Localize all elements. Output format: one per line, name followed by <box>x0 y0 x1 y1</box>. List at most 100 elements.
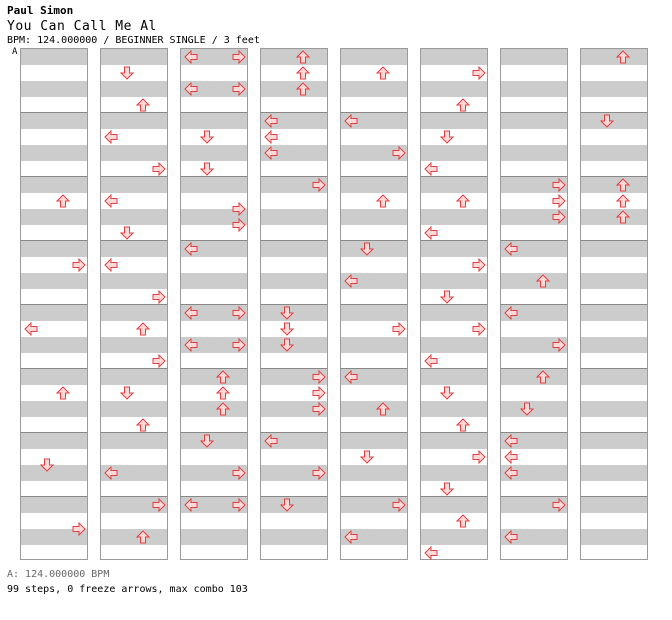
arrow-up-icon <box>456 194 470 208</box>
arrow-up-icon <box>296 82 310 96</box>
measure-column-1 <box>20 48 88 560</box>
arrow-up-icon <box>376 402 390 416</box>
song-title: You Can Call Me Al <box>7 19 157 34</box>
arrow-up-icon <box>216 402 230 416</box>
arrow-left-icon <box>424 354 438 368</box>
measure-column-4 <box>260 48 328 560</box>
arrow-left-icon <box>504 530 518 544</box>
arrow-left-icon <box>24 322 38 336</box>
measure-separator <box>341 176 407 177</box>
arrow-up-icon <box>616 50 630 64</box>
measure-separator <box>341 240 407 241</box>
arrow-right-icon <box>552 194 566 208</box>
arrow-up-icon <box>56 194 70 208</box>
arrow-right-icon <box>392 146 406 160</box>
arrow-down-icon <box>280 338 294 352</box>
measure-column-2 <box>100 48 168 560</box>
arrow-right-icon <box>232 218 246 232</box>
measure-separator <box>341 368 407 369</box>
arrow-up-icon <box>456 418 470 432</box>
measure-separator <box>21 112 87 113</box>
measure-separator <box>341 112 407 113</box>
measure-separator <box>581 176 647 177</box>
arrow-up-icon <box>536 370 550 384</box>
measure-separator <box>501 368 567 369</box>
arrow-left-icon <box>264 130 278 144</box>
measure-separator <box>501 176 567 177</box>
arrow-right-icon <box>312 386 326 400</box>
arrow-left-icon <box>264 114 278 128</box>
arrow-left-icon <box>504 306 518 320</box>
arrow-right-icon <box>472 66 486 80</box>
arrow-down-icon <box>120 226 134 240</box>
arrow-up-icon <box>216 386 230 400</box>
arrow-right-icon <box>312 370 326 384</box>
arrow-left-icon <box>184 50 198 64</box>
arrow-left-icon <box>344 370 358 384</box>
arrow-down-icon <box>280 498 294 512</box>
measure-separator <box>501 304 567 305</box>
arrow-up-icon <box>216 370 230 384</box>
arrow-up-icon <box>136 418 150 432</box>
arrow-left-icon <box>184 242 198 256</box>
arrow-up-icon <box>616 194 630 208</box>
artist-name: Paul Simon <box>7 4 74 17</box>
measure-separator <box>181 112 247 113</box>
measure-separator <box>181 304 247 305</box>
measure-separator <box>501 112 567 113</box>
arrow-left-icon <box>184 306 198 320</box>
arrow-down-icon <box>440 482 454 496</box>
measure-separator <box>501 496 567 497</box>
footer-bpm: A: 124.000000 BPM <box>7 569 110 580</box>
arrow-down-icon <box>120 386 134 400</box>
measure-separator <box>261 496 327 497</box>
arrow-up-icon <box>296 50 310 64</box>
measure-separator <box>101 432 167 433</box>
arrow-left-icon <box>424 226 438 240</box>
measure-separator <box>421 496 487 497</box>
measure-separator <box>341 432 407 433</box>
measure-separator <box>581 240 647 241</box>
arrow-up-icon <box>616 178 630 192</box>
arrow-right-icon <box>232 202 246 216</box>
arrow-right-icon <box>392 498 406 512</box>
arrow-up-icon <box>136 322 150 336</box>
arrow-left-icon <box>344 530 358 544</box>
arrow-left-icon <box>104 466 118 480</box>
measure-column-7 <box>500 48 568 560</box>
measure-separator <box>181 432 247 433</box>
arrow-left-icon <box>424 162 438 176</box>
measure-column-5 <box>340 48 408 560</box>
arrow-left-icon <box>504 434 518 448</box>
arrow-up-icon <box>376 66 390 80</box>
measure-separator <box>261 432 327 433</box>
arrow-right-icon <box>232 466 246 480</box>
arrow-down-icon <box>200 162 214 176</box>
bpm-marker-label: A <box>12 47 18 57</box>
arrow-left-icon <box>504 450 518 464</box>
arrow-right-icon <box>152 162 166 176</box>
measure-separator <box>421 304 487 305</box>
arrow-right-icon <box>472 450 486 464</box>
arrow-left-icon <box>504 242 518 256</box>
arrow-right-icon <box>232 338 246 352</box>
arrow-right-icon <box>232 498 246 512</box>
arrow-right-icon <box>152 354 166 368</box>
arrow-right-icon <box>232 306 246 320</box>
measure-separator <box>581 368 647 369</box>
arrow-down-icon <box>600 114 614 128</box>
chart-meta: BPM: 124.000000 / BEGINNER SINGLE / 3 fe… <box>7 35 260 46</box>
measure-separator <box>581 112 647 113</box>
measure-separator <box>421 432 487 433</box>
arrow-right-icon <box>72 258 86 272</box>
measure-separator <box>181 176 247 177</box>
arrow-right-icon <box>152 498 166 512</box>
measure-separator <box>261 112 327 113</box>
arrow-down-icon <box>520 402 534 416</box>
measure-separator <box>101 496 167 497</box>
footer-stats: 99 steps, 0 freeze arrows, max combo 103 <box>7 584 248 595</box>
measure-separator <box>341 304 407 305</box>
measure-separator <box>101 240 167 241</box>
arrow-up-icon <box>136 530 150 544</box>
arrow-down-icon <box>120 66 134 80</box>
